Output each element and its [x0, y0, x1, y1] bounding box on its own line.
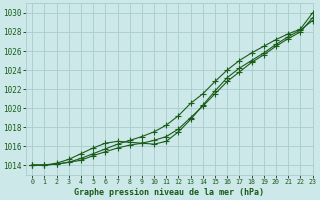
X-axis label: Graphe pression niveau de la mer (hPa): Graphe pression niveau de la mer (hPa) — [74, 188, 264, 197]
